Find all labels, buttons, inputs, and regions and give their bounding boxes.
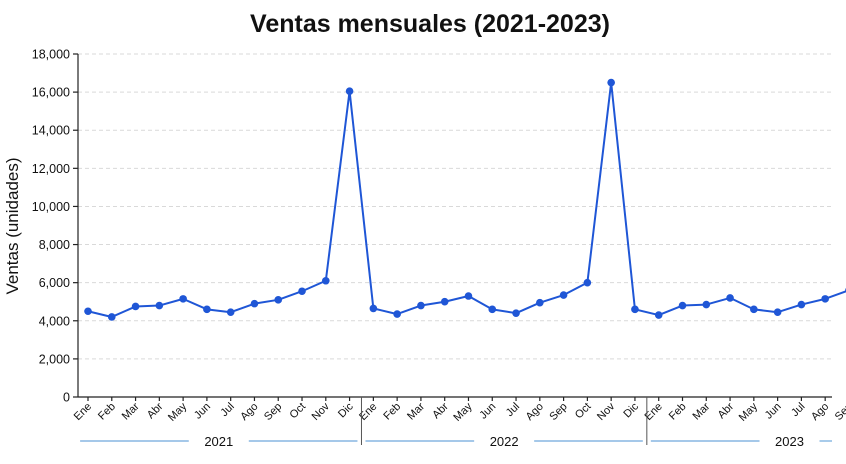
data-point [107,313,116,321]
data-point [298,287,306,296]
y-tick-label: 16,000 [32,86,70,100]
data-point [84,307,92,316]
x-tick-label: Jul [218,401,236,419]
x-tick-label: Ago [524,401,546,423]
x-tick-label: Ene [643,401,665,423]
x-tick-label: Mar [405,400,427,422]
data-point [250,299,259,308]
x-tick-label: Dic [621,400,641,420]
x-tick-label: Jun [763,401,784,422]
data-point [131,302,140,311]
y-tick-label: 2,000 [39,352,70,366]
axes [77,54,832,398]
data-point [322,276,330,285]
data-point [726,294,734,302]
y-tick-label: 18,000 [32,48,70,62]
data-point [274,296,283,304]
data-point [607,78,615,87]
grid-lines [78,53,832,360]
data-point [631,305,639,314]
data-point [226,308,235,317]
x-tick-label: Feb [667,401,689,423]
x-tick-label: Ene [357,401,379,423]
x-tick-label: Ago [238,401,260,423]
data-point [464,292,473,300]
y-tick-label: 12,000 [32,162,70,176]
x-tick-label: Sep [547,401,569,423]
series-ventas [84,78,846,321]
x-tick-labels: Ene Feb Mar Abr May Jun Jul Ago Sep Oct Nov Dic Ene F… [72,397,846,424]
x-tick-label: Mar [120,400,142,422]
x-tick-label: Jun [192,401,213,422]
x-tick-label: May [166,400,190,424]
x-tick-label: Abr [430,400,451,421]
data-point [179,295,187,303]
x-tick-label: May [737,400,761,424]
data-point [203,305,211,314]
data-point [488,305,497,314]
data-point [678,301,687,310]
x-tick-label: Jun [477,401,498,422]
year-label: 2023 [775,434,804,449]
x-tick-label: Mar [691,400,713,422]
x-tick-label: Oct [288,401,309,422]
data-point [417,301,425,310]
year-label: 2022 [490,434,519,449]
data-point [536,298,544,307]
x-tick-label: Jul [504,401,522,419]
x-tick-label: Jul [789,401,807,419]
data-point [797,300,806,309]
y-tick-label: 10,000 [32,200,70,214]
y-tick-labels: 0 2,000 4,000 6,000 8,000 10,000 12,000 14,000 1… [32,48,78,405]
x-tick-label: Nov [310,400,333,423]
year-groups: 2021 2022 2023 [80,397,832,449]
data-point [393,310,401,318]
y-tick-label: 0 [63,391,70,405]
data-point [583,278,592,287]
x-tick-label: Ago [809,401,831,423]
y-tick-label: 8,000 [39,238,70,252]
y-tick-label: 6,000 [39,276,70,290]
x-tick-label: Abr [716,400,737,421]
data-point [654,311,663,319]
y-axis-label: Ventas (unidades) [3,157,22,294]
data-point [512,309,520,317]
y-tick-label: 4,000 [39,314,70,328]
x-tick-label: Feb [96,401,118,423]
x-tick-label: Oct [573,401,594,422]
data-point [750,305,758,314]
chart-title: Ventas mensuales (2021-2023) [250,10,610,38]
data-point [702,300,711,309]
data-point [821,295,829,303]
data-point [559,291,568,299]
x-tick-label: Nov [595,400,618,423]
data-point [440,297,449,306]
year-label: 2021 [204,434,233,449]
x-tick-label: May [451,400,475,424]
data-point [369,304,378,313]
x-tick-label: Sep [262,401,284,423]
x-tick-label: Feb [381,401,403,423]
x-tick-label: Dic [336,400,356,420]
y-tick-label: 14,000 [32,124,70,138]
data-point [155,301,164,310]
series-line [87,81,846,318]
x-tick-label: Sep [833,401,846,423]
data-point [345,87,354,95]
x-tick-label: Abr [145,400,166,421]
x-tick-label: Ene [72,401,94,423]
data-point [773,308,782,317]
